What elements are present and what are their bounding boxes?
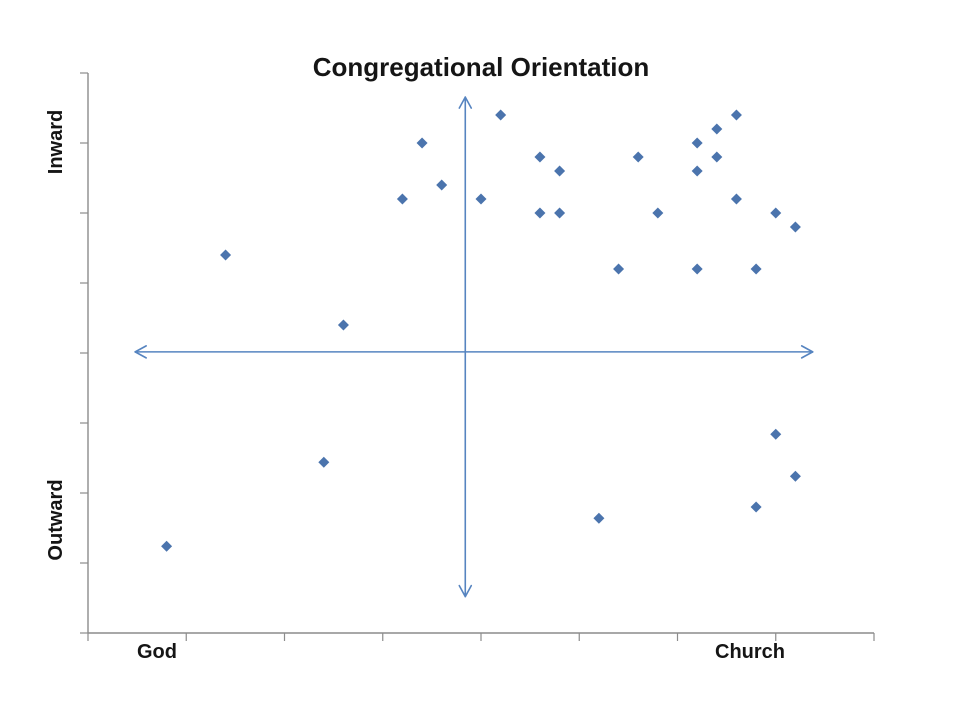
scatter-point <box>475 193 487 205</box>
scatter-point <box>318 456 330 468</box>
scatter-point <box>436 179 448 191</box>
x-axis-label-god: God <box>137 641 177 663</box>
scatter-point <box>691 263 703 275</box>
scatter-point <box>770 428 782 440</box>
scatter-point <box>691 165 703 177</box>
scatter-point <box>220 249 232 261</box>
scatter-point <box>730 193 742 205</box>
chart-title: Congregational Orientation <box>312 52 650 82</box>
scatter-point <box>593 512 605 524</box>
scatter-point <box>789 221 801 233</box>
scatter-point <box>711 123 723 135</box>
scatter-point <box>770 207 782 219</box>
crosshair-horizontal-arrowhead-left <box>134 351 147 359</box>
scatter-point <box>534 207 546 219</box>
crosshair-vertical-arrowhead-bottom <box>464 584 473 598</box>
scatter-point <box>691 137 703 149</box>
scatter-point <box>554 207 566 219</box>
x-axis-label-church: Church <box>715 641 785 663</box>
scatter-point <box>495 109 507 121</box>
scatter-point <box>711 151 723 163</box>
scatter-point <box>161 540 173 552</box>
scatter-point <box>337 319 349 331</box>
scatter-point <box>632 151 644 163</box>
scatter-point <box>534 151 546 163</box>
scatter-point <box>613 263 625 275</box>
scatter-point <box>789 470 801 482</box>
scatter-point <box>396 193 408 205</box>
scatter-point <box>554 165 566 177</box>
scatter-point <box>730 109 742 121</box>
scatter-point <box>416 137 428 149</box>
crosshair-vertical-arrowhead-top <box>464 96 473 109</box>
crosshair-vertical-arrowhead-bottom <box>458 584 467 598</box>
crosshair-horizontal-arrowhead-left <box>134 345 147 353</box>
crosshair-horizontal-arrowhead-right <box>800 351 814 359</box>
scatter-point <box>750 501 762 513</box>
crosshair-horizontal-arrowhead-right <box>800 345 814 353</box>
scatter-point <box>750 263 762 275</box>
scatter-point <box>652 207 664 219</box>
crosshair-vertical-arrowhead-top <box>458 96 467 109</box>
